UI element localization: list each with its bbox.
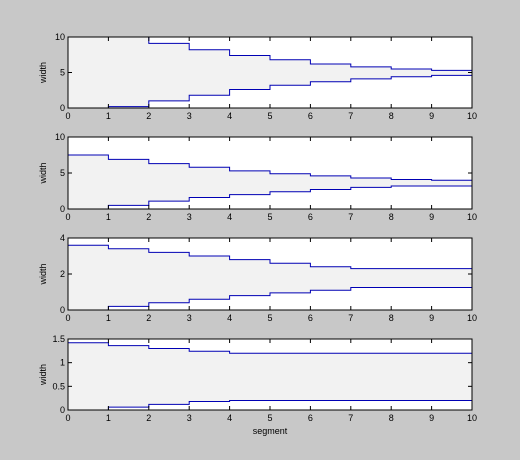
- series-line-1: [68, 154, 472, 181]
- y-tick-label: 10: [55, 132, 65, 142]
- y-tick-label: 0: [60, 103, 65, 113]
- y-tick-label: 10: [55, 32, 65, 42]
- x-tick-label: 0: [65, 413, 70, 423]
- x-tick-label: 4: [227, 111, 232, 121]
- y-tick-label: 2: [60, 269, 65, 279]
- series-line-1: [68, 36, 472, 71]
- x-tick-label: 2: [146, 111, 151, 121]
- x-tick-label: 5: [267, 212, 272, 222]
- x-tick-label: 2: [146, 212, 151, 222]
- x-tick-label: 9: [429, 212, 434, 222]
- fill-region: [68, 245, 472, 310]
- x-tick-label: 6: [308, 413, 313, 423]
- x-tick-label: 10: [467, 111, 477, 121]
- y-tick-label: 5: [60, 168, 65, 178]
- x-tick-label: 10: [467, 313, 477, 323]
- y-axis-label: width: [38, 364, 48, 386]
- x-tick-label: 0: [65, 212, 70, 222]
- y-tick-label: 4: [60, 233, 65, 243]
- x-tick-label: 9: [429, 111, 434, 121]
- x-tick-label: 8: [389, 111, 394, 121]
- subplot-4: 0 1 2 3 4 5 6 7 8 9 10 0 0.5 1 1.5 width segment: [38, 334, 477, 436]
- y-axis-label: width: [38, 62, 48, 84]
- x-tick-label: 4: [227, 313, 232, 323]
- x-tick-label: 10: [467, 413, 477, 423]
- x-tick-label: 7: [348, 313, 353, 323]
- x-tick-label: 4: [227, 212, 232, 222]
- series-line-2: [68, 287, 472, 311]
- x-tick-label: 1: [106, 413, 111, 423]
- x-tick-label: 10: [467, 212, 477, 222]
- y-tick-label: 0: [60, 305, 65, 315]
- x-tick-label: 5: [267, 313, 272, 323]
- y-tick-label: 0: [60, 204, 65, 214]
- x-tick-label: 1: [106, 111, 111, 121]
- x-tick-label: 3: [187, 413, 192, 423]
- x-tick-label: 0: [65, 313, 70, 323]
- fill-region: [68, 155, 472, 209]
- x-tick-label: 3: [187, 212, 192, 222]
- x-tick-label: 8: [389, 212, 394, 222]
- x-tick-label: 5: [267, 413, 272, 423]
- x-tick-label: 7: [348, 413, 353, 423]
- y-axis-label: width: [38, 263, 48, 285]
- x-tick-label: 7: [348, 212, 353, 222]
- x-tick-label: 7: [348, 111, 353, 121]
- x-tick-label: 2: [146, 313, 151, 323]
- series-line-2: [68, 400, 472, 411]
- x-tick-label: 1: [106, 313, 111, 323]
- x-tick-label: 3: [187, 111, 192, 121]
- x-tick-label: 6: [308, 212, 313, 222]
- x-tick-label: 2: [146, 413, 151, 423]
- y-tick-label: 5: [60, 68, 65, 78]
- y-tick-label: 0: [60, 405, 65, 415]
- subplot-2: 0 1 2 3 4 5 6 7 8 9 10 0 5 10 width: [38, 132, 477, 222]
- x-tick-label: 6: [308, 111, 313, 121]
- x-axis-label: segment: [253, 426, 288, 436]
- y-axis-label: width: [38, 162, 48, 184]
- fill-region: [68, 342, 472, 410]
- y-tick-label: 1: [60, 358, 65, 368]
- x-tick-label: 9: [429, 313, 434, 323]
- x-tick-label: 3: [187, 313, 192, 323]
- x-tick-label: 6: [308, 313, 313, 323]
- x-tick-label: 1: [106, 212, 111, 222]
- y-tick-label: 1.5: [52, 334, 65, 344]
- fill-region: [68, 37, 472, 108]
- x-tick-label: 0: [65, 111, 70, 121]
- x-tick-label: 8: [389, 313, 394, 323]
- x-tick-label: 8: [389, 413, 394, 423]
- x-tick-label: 5: [267, 111, 272, 121]
- series-line-1: [68, 342, 472, 354]
- y-tick-label: 0.5: [52, 381, 65, 391]
- series-line-1: [68, 244, 472, 270]
- subplot-3: 0 1 2 3 4 5 6 7 8 9 10 0 2 4 width: [38, 233, 477, 323]
- x-tick-label: 9: [429, 413, 434, 423]
- x-tick-label: 4: [227, 413, 232, 423]
- subplot-1: 0 1 2 3 4 5 6 7 8 9 10 0 5 10 width: [38, 32, 477, 121]
